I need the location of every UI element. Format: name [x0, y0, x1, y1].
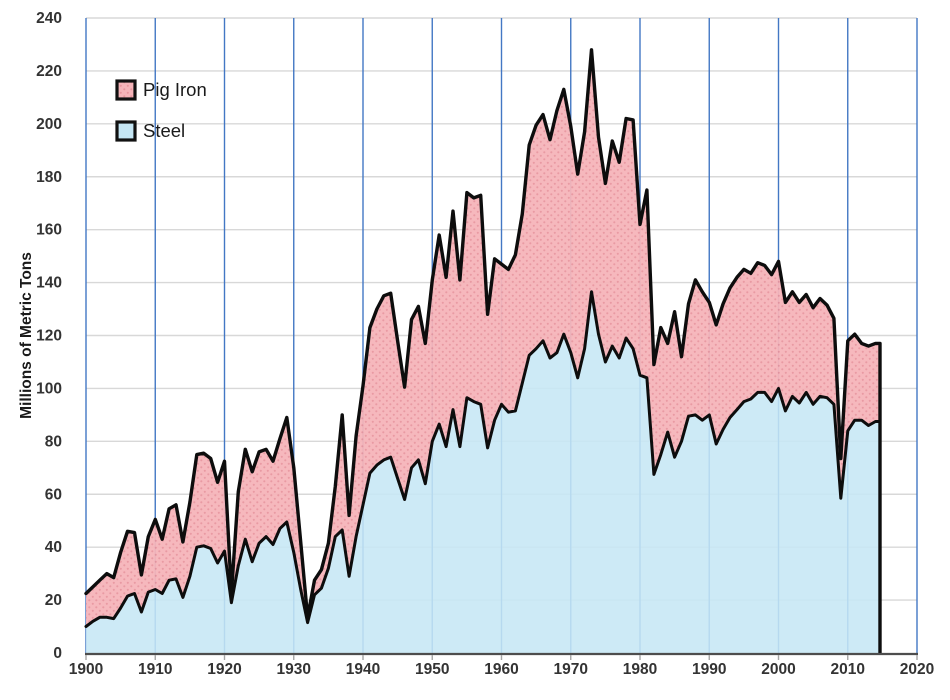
x-tick-label: 1970	[554, 661, 588, 678]
x-tick-label: 1910	[138, 661, 172, 678]
y-tick-label: 220	[36, 63, 62, 80]
steel-area	[86, 291, 880, 653]
y-tick-label: 160	[36, 222, 62, 239]
y-tick-label: 140	[36, 275, 62, 292]
y-tick-label: 80	[45, 433, 62, 450]
pig-iron-area	[86, 49, 880, 627]
y-tick-label: 180	[36, 169, 62, 186]
pig-iron-legend-swatch	[115, 79, 137, 101]
y-tick-label: 20	[45, 592, 62, 609]
x-tick-label: 2020	[900, 661, 934, 678]
x-tick-label: 1900	[69, 661, 103, 678]
y-tick-label: 120	[36, 328, 62, 345]
y-tick-label: 40	[45, 539, 62, 556]
x-tick-label: 2000	[761, 661, 795, 678]
y-tick-label: 100	[36, 380, 62, 397]
y-tick-label: 60	[45, 486, 62, 503]
steel-legend-label: Steel	[143, 120, 185, 141]
y-tick-label: 200	[36, 116, 62, 133]
y-axis-title: Millions of Metric Tons	[18, 252, 35, 419]
x-tick-label: 1980	[623, 661, 657, 678]
x-tick-label: 1940	[346, 661, 380, 678]
y-tick-label: 240	[36, 10, 62, 27]
x-tick-label: 1920	[207, 661, 241, 678]
steel-line	[84, 290, 882, 655]
pig-iron-legend-label: Pig Iron	[143, 79, 207, 100]
y-tick-label: 0	[53, 645, 62, 662]
x-tick-label: 1930	[277, 661, 311, 678]
pig-iron-top-line	[84, 48, 882, 655]
x-tick-label: 1950	[415, 661, 449, 678]
x-tick-label: 2010	[831, 661, 865, 678]
x-tick-label: 1960	[484, 661, 518, 678]
steel-legend-swatch	[115, 120, 137, 142]
x-tick-label: 1990	[692, 661, 726, 678]
